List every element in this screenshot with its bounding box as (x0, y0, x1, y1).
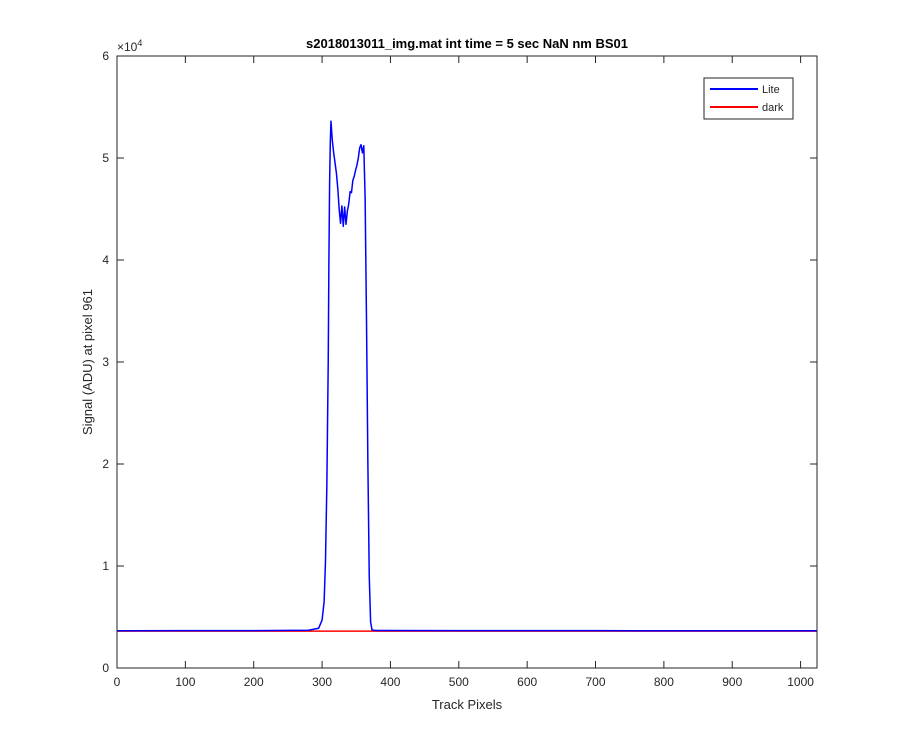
series-layer (116, 120, 817, 632)
plot-area (117, 56, 817, 668)
x-tick-label: 700 (586, 675, 606, 689)
series-line-lite (116, 120, 817, 632)
x-tick-label: 300 (312, 675, 332, 689)
chart-title: s2018013011_img.mat int time = 5 sec NaN… (306, 36, 628, 51)
legend-box (703, 77, 794, 120)
x-tick-label: 500 (449, 675, 469, 689)
x-tick-label: 600 (517, 675, 537, 689)
x-tick-label: 100 (175, 675, 195, 689)
y-tick-label: 2 (102, 457, 109, 471)
y-tick-label: 0 (102, 661, 109, 675)
y-tick-label: 4 (102, 253, 109, 267)
y-tick-label: 6 (102, 49, 109, 63)
exponent-base: ×10 (117, 40, 138, 54)
legend-label-lite: Lite (762, 84, 780, 96)
y-tick-label: 5 (102, 151, 109, 165)
y-axis-exponent: ×104 (117, 38, 142, 54)
y-axis-label: Signal (ADU) at pixel 961 (80, 289, 95, 435)
x-tick-label: 1000 (787, 675, 814, 689)
x-tick-label: 200 (244, 675, 264, 689)
exponent-power: 4 (137, 38, 142, 48)
y-tick-label: 1 (102, 559, 109, 573)
x-tick-label: 900 (722, 675, 742, 689)
tick-layer: 0 100 200 300 400 500 600 700 800 900 1000 0 1 2 3 4 5 6 (102, 49, 817, 689)
legend-label-dark: dark (762, 102, 784, 114)
x-tick-label: 0 (114, 675, 121, 689)
x-tick-label: 400 (380, 675, 400, 689)
axes-frame (116, 55, 818, 669)
y-tick-label: 3 (102, 355, 109, 369)
x-axis-label: Track Pixels (432, 697, 503, 712)
legend: Lite dark (703, 77, 794, 120)
x-tick-label: 800 (654, 675, 674, 689)
